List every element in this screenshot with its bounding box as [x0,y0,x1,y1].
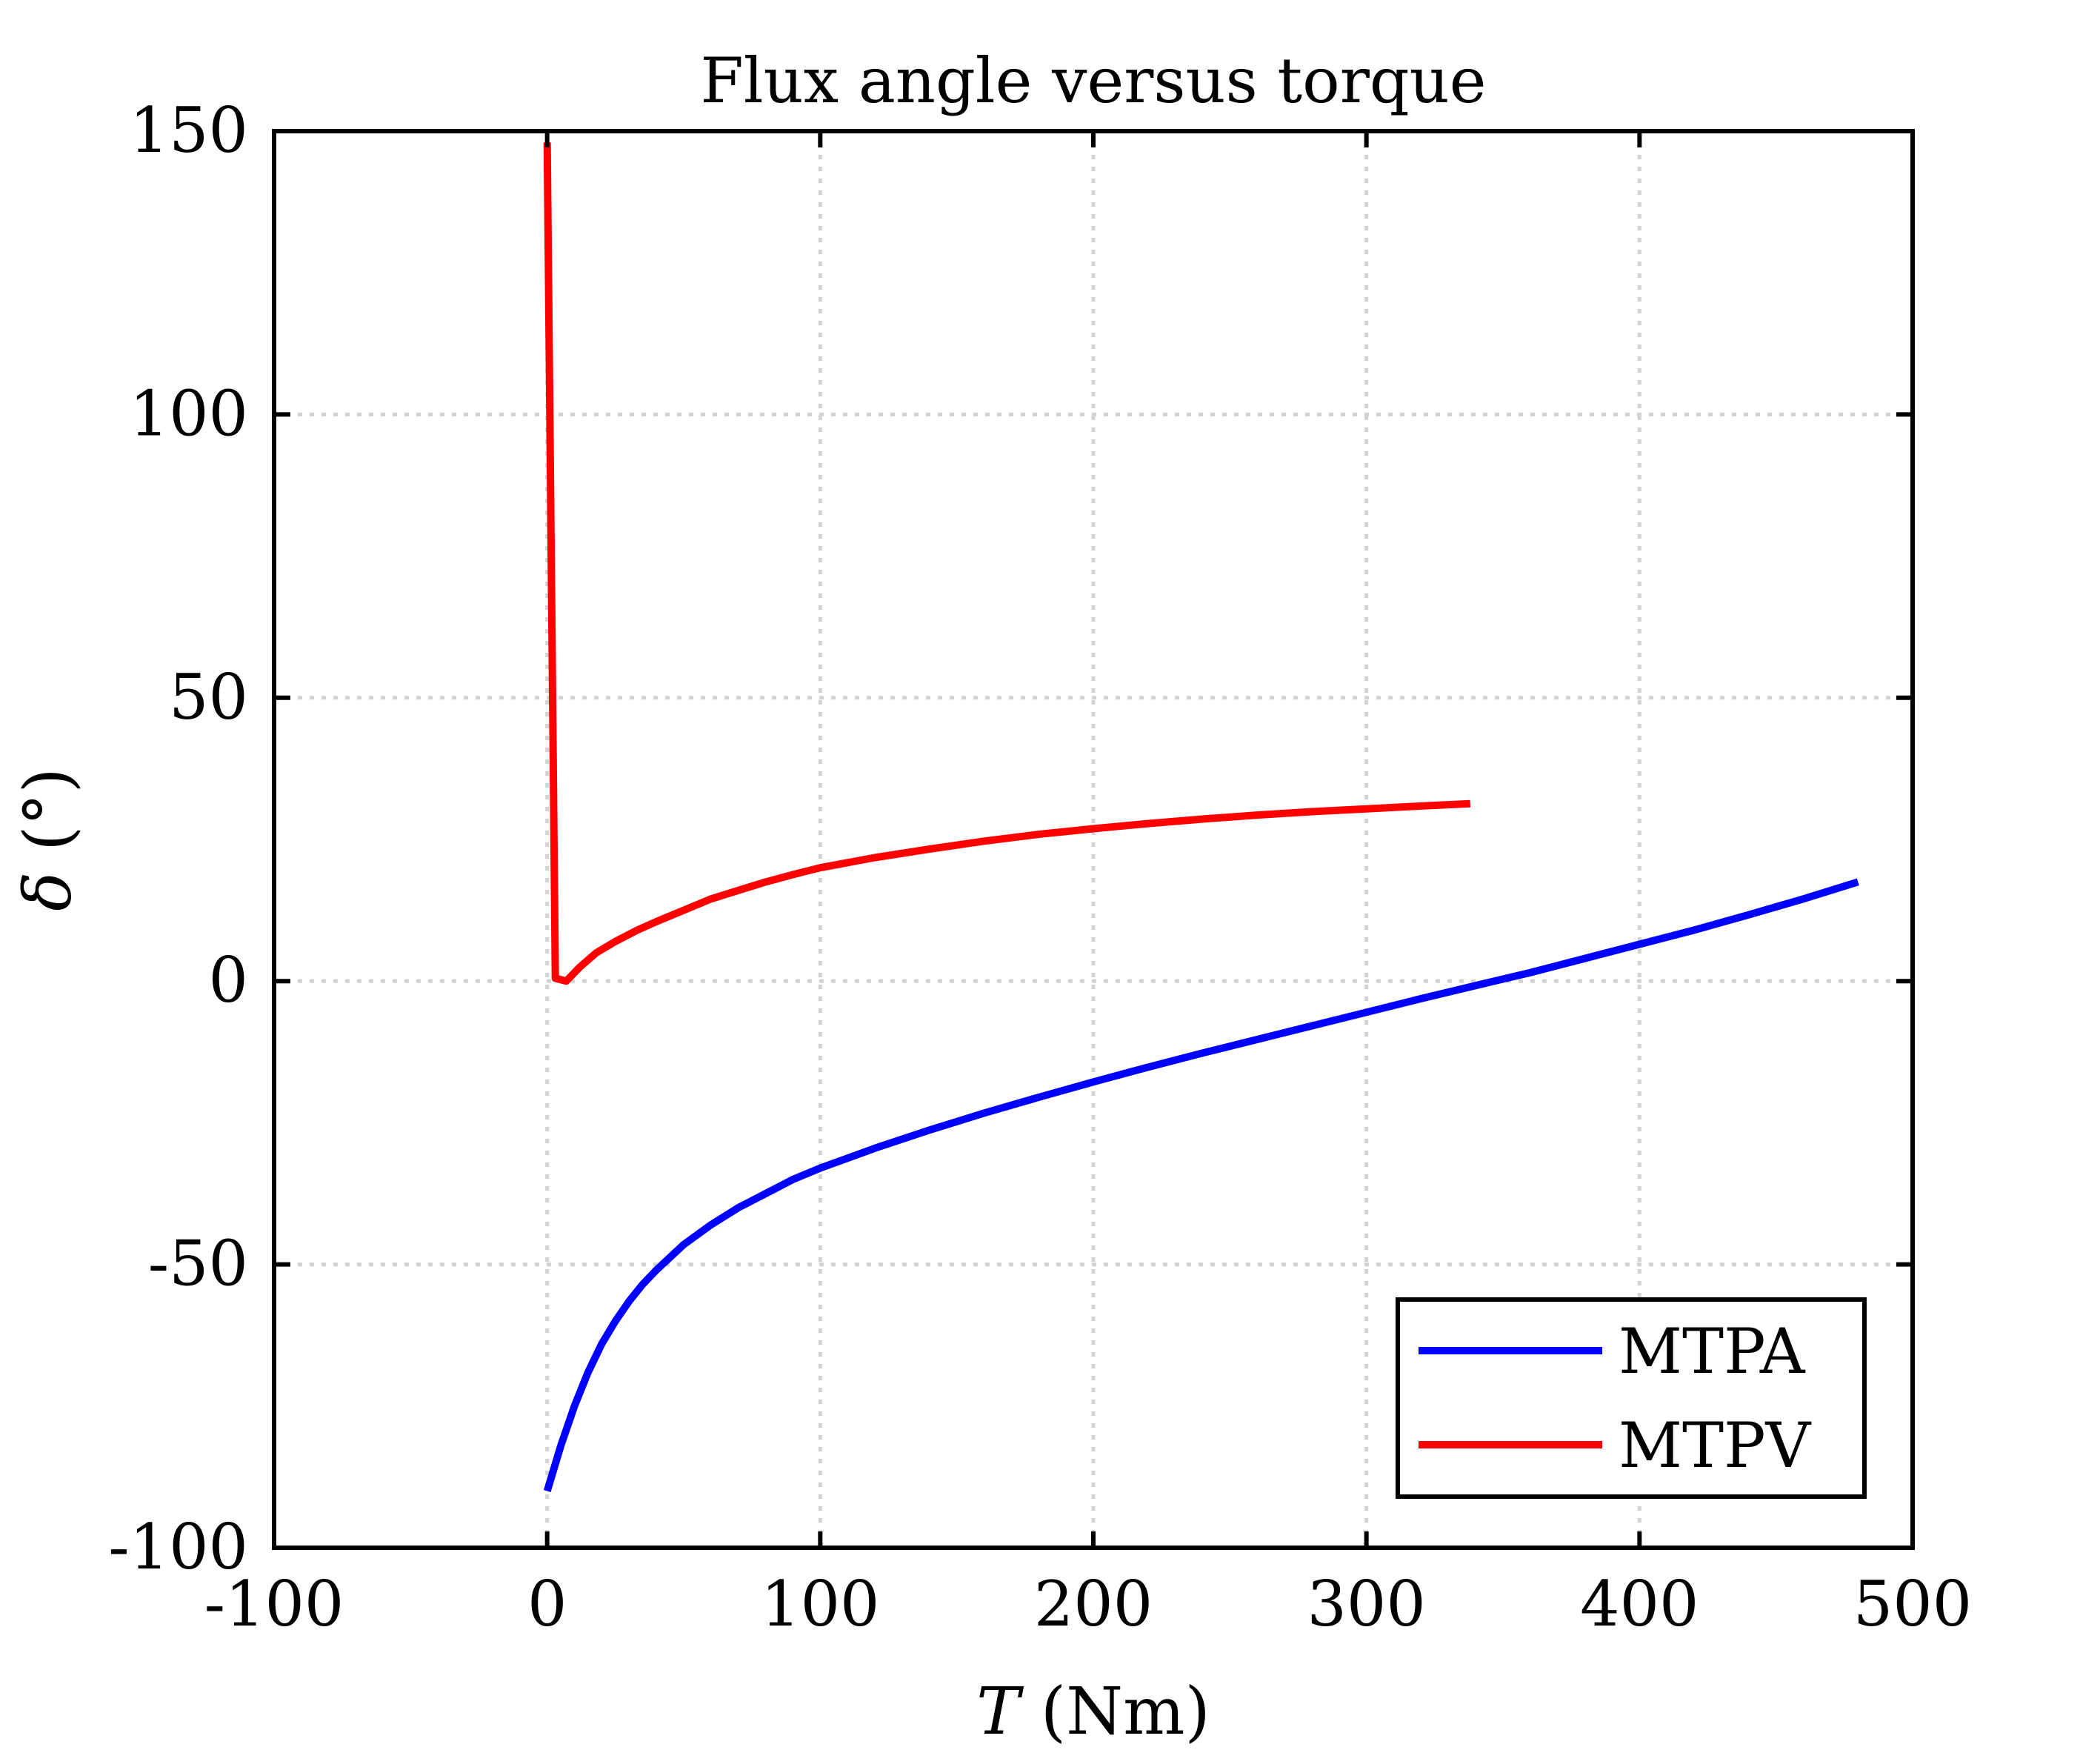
chart-title: Flux angle versus torque [701,44,1487,117]
x-tick-label: 100 [761,1568,879,1640]
x-tick-label: 400 [1580,1568,1699,1640]
tick-labels: -100 0 100 200 300 400 500 -100 -50 0 50 100 150 [108,94,1972,1640]
x-axis-variable: T [976,1673,1024,1749]
series-line-mtpv [543,142,1471,985]
y-tick-label: 50 [169,661,248,733]
y-tick-label: -100 [108,1511,248,1583]
x-tick-label: -100 [204,1568,344,1640]
y-axis-unit: (°) [10,768,86,872]
x-tick-label: 500 [1853,1568,1972,1640]
legend-label-mtpa: MTPA [1619,1315,1806,1388]
x-axis-label: T (Nm) [976,1673,1210,1749]
y-axis-label: δ (°) [10,768,86,911]
y-tick-label: 100 [130,377,248,450]
plot-lines [543,142,1859,1492]
y-axis-variable: δ [10,872,86,911]
x-axis-unit: (Nm) [1020,1673,1210,1749]
legend-label-mtpv: MTPV [1619,1409,1812,1482]
y-tick-label: -50 [148,1228,248,1300]
x-tick-label: 300 [1307,1568,1425,1640]
series-line-mtpa [543,878,1859,1492]
y-tick-label: 0 [209,944,248,1017]
legend-box [1396,1297,1867,1499]
legend: MTPA MTPV [1396,1297,1867,1499]
ticks [272,129,1915,1550]
y-tick-label: 150 [130,94,248,167]
x-tick-label: 200 [1034,1568,1153,1640]
x-tick-label: 0 [527,1568,567,1640]
